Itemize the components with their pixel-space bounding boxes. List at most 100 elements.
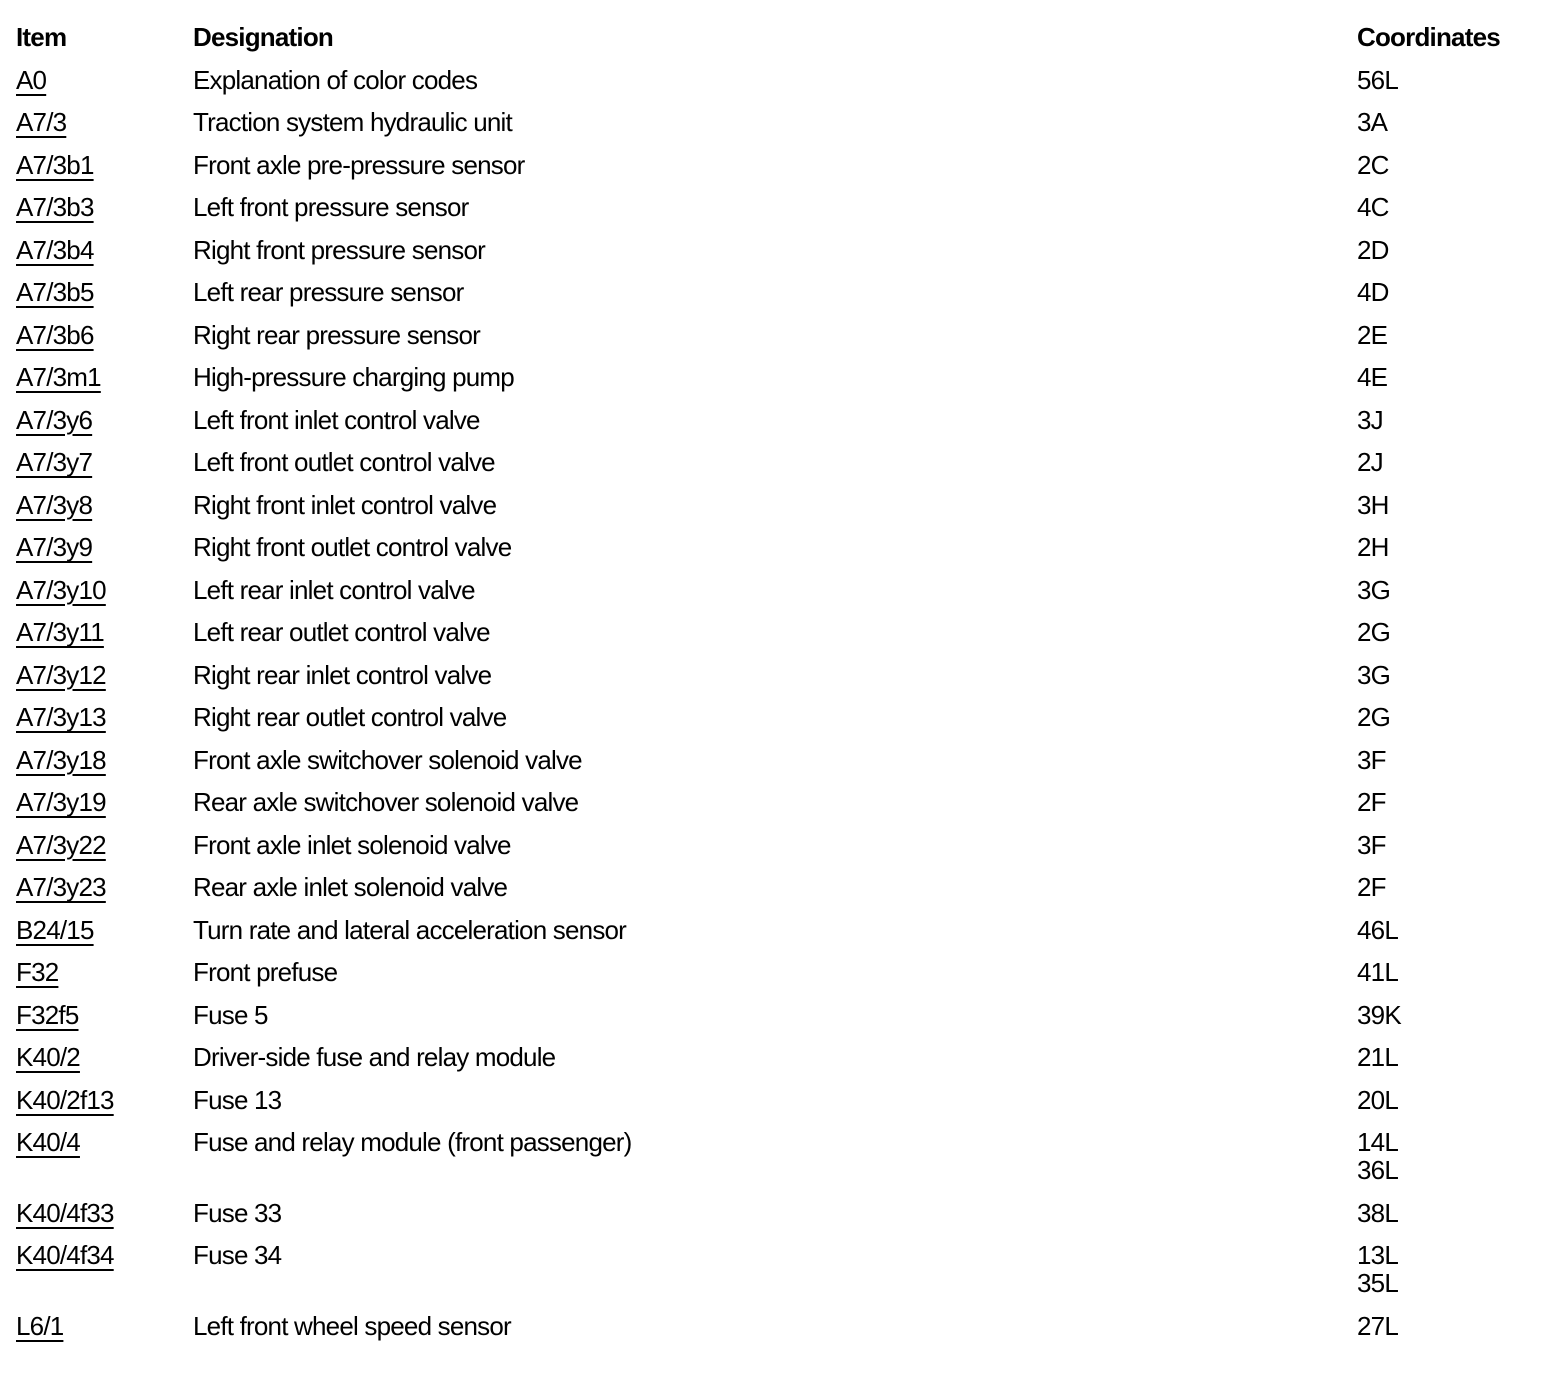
coordinate-text: 3G [1357,659,1391,690]
table-row: A7/3y13 Right rear outlet control valve 2G [16,702,1568,732]
coordinates-cell: 4D [1357,277,1568,307]
coordinate-text: 3A [1357,107,1388,137]
designation-text: High-pressure charging pump [193,362,515,392]
item-link[interactable]: B24/15 [16,914,94,945]
item-cell: K40/2f13 [16,1085,193,1115]
item-link[interactable]: A7/3y11 [16,617,105,647]
item-cell: A7/3y22 [16,830,193,860]
coordinate-text: 3F [1357,744,1387,775]
designation-text: Explanation of color codes [193,64,478,95]
coordinate-text: 3G [1357,574,1391,605]
coordinates-cell: 3G [1357,660,1568,690]
designation-text: Left front wheel speed sensor [193,1310,512,1341]
item-link[interactable]: A7/3y10 [16,574,107,605]
table-row: A7/3y18 Front axle switchover solenoid va… [16,745,1568,775]
coordinates-cell: 56L [1357,65,1568,95]
designation-text: Left rear inlet control valve [193,574,476,605]
item-cell: A7/3y23 [16,872,193,902]
item-link[interactable]: A7/3y12 [16,659,107,690]
coordinates-cell: 4E [1357,362,1568,392]
designation-text: Front axle inlet solenoid valve [193,829,512,860]
item-link[interactable]: A7/3y9 [16,532,93,562]
item-cell: A7/3y18 [16,745,193,775]
coordinates-cell: 2G [1357,702,1568,732]
item-link[interactable]: A7/3b6 [16,319,94,350]
designation-text: Fuse and relay module (front passenger) [193,1127,632,1157]
item-cell: A0 [16,65,193,95]
table-header-row: Item Designation Coordinates [16,22,1568,52]
coordinates-cell: 20L [1357,1085,1568,1115]
coordinates-cell: 21L [1357,1042,1568,1072]
table-row: A7/3y6 Left front inlet control valve 3J [16,405,1568,435]
table-row: L6/1 Left front wheel speed sensor 27L [16,1311,1568,1341]
item-link[interactable]: A7/3y23 [16,872,107,902]
coordinate-text: 3F [1357,829,1387,860]
column-header-item: Item [16,22,67,52]
item-link[interactable]: A0 [16,64,47,95]
item-cell: K40/2 [16,1042,193,1072]
item-link[interactable]: F32 [16,957,59,987]
item-link[interactable]: A7/3y18 [16,744,107,775]
coordinate-text: 2D [1357,234,1389,265]
table-row: A7/3y22 Front axle inlet solenoid valve 3F [16,830,1568,860]
coordinate-text: 4D [1357,277,1389,307]
table-row: A7/3y19 Rear axle switchover solenoid val… [16,787,1568,817]
item-link[interactable]: A7/3b1 [16,149,94,180]
designation-text: Right front pressure sensor [193,234,486,265]
item-link[interactable]: A7/3y19 [16,787,107,817]
coordinates-cell: 2H [1357,532,1568,562]
item-cell: A7/3y6 [16,405,193,435]
item-cell: A7/3y7 [16,447,193,477]
item-link[interactable]: A7/3 [16,107,67,137]
designation-text: Front axle pre-pressure sensor [193,149,525,180]
coordinate-text: 35L [1357,1268,1399,1298]
coordinate-text: 2F [1357,872,1387,902]
coordinates-cell: 14L 36L [1357,1127,1568,1185]
item-link[interactable]: A7/3m1 [16,362,102,392]
coordinate-text: 2G [1357,702,1391,732]
designation-text: Fuse 5 [193,999,268,1030]
item-link[interactable]: A7/3y22 [16,829,107,860]
column-header-coordinates: Coordinates [1357,22,1501,52]
item-link[interactable]: A7/3y7 [16,447,93,477]
coordinates-cell: 3H [1357,490,1568,520]
item-cell: A7/3 [16,107,193,137]
coordinates-cell: 2G [1357,617,1568,647]
designation-text: Right rear pressure sensor [193,319,481,350]
item-link[interactable]: A7/3b4 [16,234,94,265]
table-row: A7/3y9 Right front outlet control valve 2H [16,532,1568,562]
item-cell: K40/4f33 [16,1198,193,1228]
table-row: A7/3b6 Right rear pressure sensor 2E [16,320,1568,350]
item-cell: B24/15 [16,915,193,945]
coordinate-text: 20L [1357,1084,1399,1115]
coordinates-cell: 3J [1357,405,1568,435]
coordinates-cell: 2D [1357,235,1568,265]
table-row: A7/3y11 Left rear outlet control valve 2G [16,617,1568,647]
item-link[interactable]: K40/4f34 [16,1240,115,1270]
table-row: B24/15 Turn rate and lateral acceleration… [16,915,1568,945]
item-cell: A7/3y19 [16,787,193,817]
item-link[interactable]: K40/4 [16,1127,81,1157]
item-cell: A7/3y8 [16,490,193,520]
designation-text: Left rear outlet control valve [193,617,491,647]
item-link[interactable]: L6/1 [16,1310,64,1341]
coordinate-text: 2J [1357,447,1384,477]
item-link[interactable]: K40/4f33 [16,1197,115,1228]
item-link[interactable]: K40/2f13 [16,1084,115,1115]
table-row: A7/3m1 High-pressure charging pump 4E [16,362,1568,392]
item-link[interactable]: A7/3y6 [16,404,93,435]
designation-text: Rear axle switchover solenoid valve [193,787,579,817]
item-cell: A7/3y12 [16,660,193,690]
item-link[interactable]: A7/3y13 [16,702,107,732]
table-row: F32f5 Fuse 5 39K [16,1000,1568,1030]
item-link[interactable]: A7/3b3 [16,192,94,222]
coordinate-text: 38L [1357,1197,1399,1228]
item-link[interactable]: A7/3b5 [16,277,94,307]
coordinate-text: 2G [1357,617,1391,647]
item-link[interactable]: F32f5 [16,999,79,1030]
item-link[interactable]: K40/2 [16,1042,81,1072]
coordinates-cell: 3F [1357,745,1568,775]
table-row: A7/3 Traction system hydraulic unit 3A [16,107,1568,137]
item-link[interactable]: A7/3y8 [16,489,93,520]
